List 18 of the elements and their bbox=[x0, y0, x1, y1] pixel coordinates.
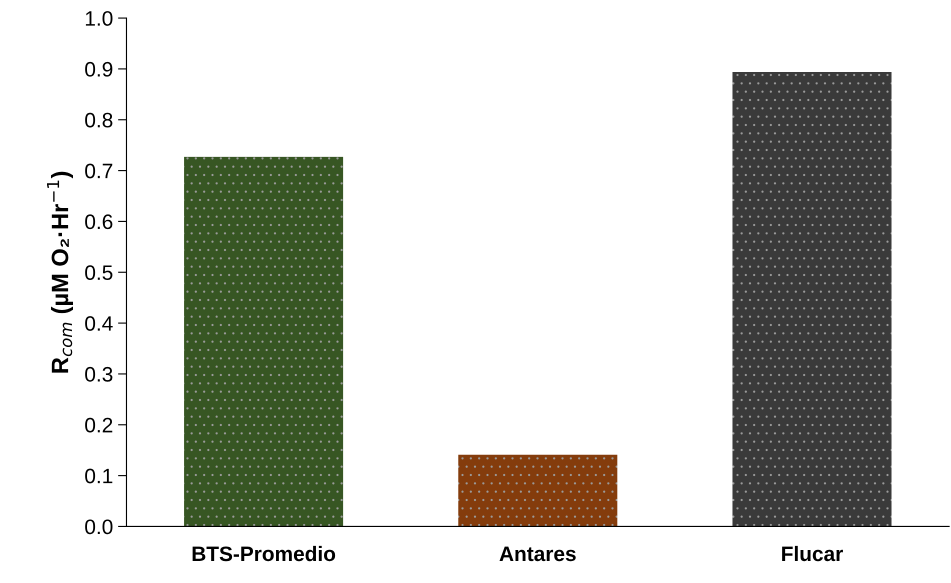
y-tick-label: 0.1 bbox=[85, 468, 112, 484]
y-tick-label: 0.5 bbox=[85, 265, 112, 280]
bar bbox=[184, 156, 344, 526]
bar bbox=[732, 72, 892, 526]
x-tick-label: Flucar bbox=[782, 546, 843, 562]
y-tick-label: 0.3 bbox=[85, 366, 112, 382]
bar bbox=[458, 454, 618, 526]
y-tick-label: 1.0 bbox=[86, 11, 112, 26]
y-tick-label: 0.7 bbox=[85, 164, 112, 178]
y-tick-label: 0.2 bbox=[85, 418, 112, 433]
y-axis-title: R$_{com}$ (µM O₂·Hr$^{−1}$) bbox=[47, 172, 74, 373]
x-tick-label: Antares bbox=[500, 546, 576, 562]
y-tick-label: 0.4 bbox=[85, 316, 113, 331]
x-tick-label: BTS-Promedio bbox=[192, 546, 336, 562]
y-tick-label: 0.9 bbox=[85, 62, 112, 77]
y-tick-label: 0.0 bbox=[85, 519, 112, 534]
y-tick-label: 0.8 bbox=[85, 112, 112, 128]
y-tick-label: 0.6 bbox=[85, 214, 112, 230]
